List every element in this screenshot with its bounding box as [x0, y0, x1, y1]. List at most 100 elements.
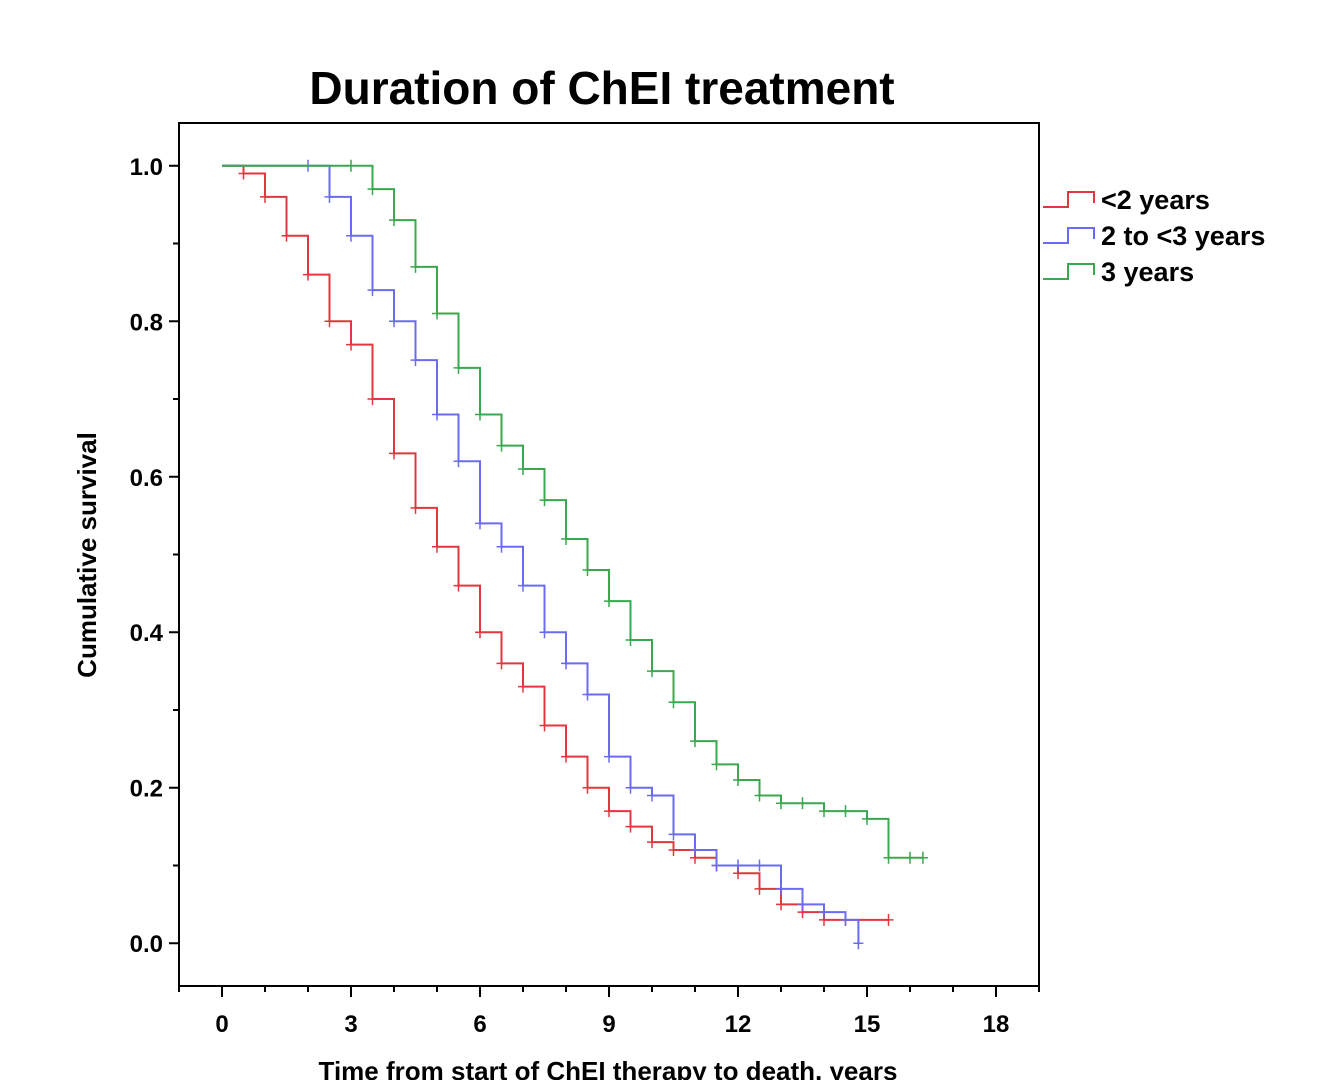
y-axis-title: Cumulative survival: [72, 432, 102, 678]
censor-mark: [389, 214, 399, 227]
censor-mark: [776, 797, 786, 810]
censor-mark: [840, 805, 851, 818]
censor-mark: [410, 260, 421, 273]
censor-mark: [733, 859, 743, 872]
censor-mark: [905, 851, 915, 864]
censor-mark: [346, 159, 356, 172]
censor-mark: [324, 190, 335, 203]
censor-mark: [776, 882, 786, 895]
censor-mark: [539, 719, 550, 732]
censor-mark: [475, 517, 485, 530]
legend-label: <2 years: [1101, 185, 1210, 215]
legend-label: 2 to <3 years: [1101, 221, 1265, 251]
censor-mark: [625, 820, 636, 833]
censor-mark: [561, 750, 571, 763]
y-tick-label: 0.8: [130, 309, 163, 336]
censor-mark: [754, 882, 765, 895]
y-axis: 0.0 0.2 0.4 0.6 0.8 1.0: [130, 154, 179, 958]
censor-mark: [518, 680, 528, 693]
censor-mark: [604, 805, 614, 818]
censor-mark: [647, 836, 657, 849]
x-axis: 0 3 6 9 12 15 18: [178, 986, 1040, 1038]
censor-mark: [561, 657, 571, 670]
legend-swatch: [1043, 263, 1095, 280]
legend: <2 years 2 to <3 years 3 years: [1043, 185, 1265, 287]
y-tick-label: 1.0: [130, 154, 163, 181]
censor-mark: [303, 268, 313, 281]
censor-mark: [582, 688, 593, 701]
censor-mark: [367, 393, 378, 406]
censor-mark: [776, 898, 786, 911]
censor-mark: [711, 859, 722, 872]
censor-mark: [475, 626, 485, 639]
censor-mark: [625, 781, 636, 794]
censor-mark: [733, 773, 743, 786]
censor-mark: [518, 579, 528, 592]
legend-swatch: [1043, 191, 1095, 208]
x-tick-label: 0: [215, 1011, 228, 1038]
censor-mark: [432, 540, 442, 553]
censor-mark: [690, 843, 700, 856]
censor-mark: [668, 828, 679, 841]
censor-mark: [496, 439, 507, 452]
censor-mark: [797, 797, 808, 810]
censor-mark: [797, 898, 808, 911]
censor-mark: [410, 501, 421, 514]
censor-mark: [690, 735, 700, 748]
censor-mark: [238, 167, 249, 180]
censor-mark: [324, 315, 335, 328]
x-tick-label: 9: [602, 1011, 615, 1038]
censor-mark: [453, 361, 464, 374]
censor-mark: [754, 859, 765, 872]
censor-mark: [496, 540, 507, 553]
x-tick-label: 15: [854, 1011, 881, 1038]
censor-marks-1: [238, 167, 894, 926]
censor-mark: [582, 781, 593, 794]
censor-mark: [389, 447, 399, 460]
x-axis-title: Time from start of ChEI therapy to death…: [319, 1056, 898, 1080]
censor-mark: [410, 354, 421, 367]
censor-mark: [432, 307, 442, 320]
legend-swatch: [1043, 227, 1095, 244]
censor-mark: [819, 906, 829, 919]
censor-mark: [346, 338, 356, 351]
x-tick-label: 3: [344, 1011, 357, 1038]
censor-mark: [367, 284, 378, 297]
censor-mark: [754, 789, 765, 802]
censor-marks-2: [303, 159, 864, 950]
survival-curve-3: [222, 164, 923, 859]
censor-marks-3: [346, 159, 928, 864]
censor-mark: [647, 665, 657, 678]
censor-mark: [346, 229, 356, 242]
censor-mark: [668, 843, 679, 856]
censor-mark: [604, 750, 614, 763]
censor-mark: [453, 455, 464, 468]
survival-curves: [222, 159, 928, 950]
censor-mark: [561, 532, 571, 545]
censor-mark: [840, 913, 851, 926]
censor-mark: [862, 812, 872, 825]
censor-mark: [883, 913, 894, 926]
censor-mark: [518, 462, 528, 475]
censor-mark: [453, 579, 464, 592]
x-tick-label: 18: [983, 1011, 1010, 1038]
y-tick-label: 0.2: [130, 776, 163, 803]
survival-curve-2: [222, 164, 860, 944]
y-tick-label: 0.6: [130, 465, 163, 492]
censor-mark: [496, 657, 507, 670]
censor-mark: [668, 696, 679, 709]
chart-title: Duration of ChEI treatment: [309, 62, 894, 114]
y-tick-label: 0.0: [130, 931, 163, 958]
censor-mark: [260, 190, 270, 203]
censor-mark: [281, 229, 292, 242]
censor-mark: [389, 315, 399, 328]
y-tick-label: 0.4: [130, 620, 164, 647]
censor-mark: [604, 595, 614, 608]
censor-mark: [539, 494, 550, 507]
survival-curve-1: [222, 164, 889, 921]
censor-mark: [432, 408, 442, 421]
censor-mark: [625, 634, 636, 647]
censor-mark: [883, 851, 894, 864]
censor-mark: [475, 408, 485, 421]
